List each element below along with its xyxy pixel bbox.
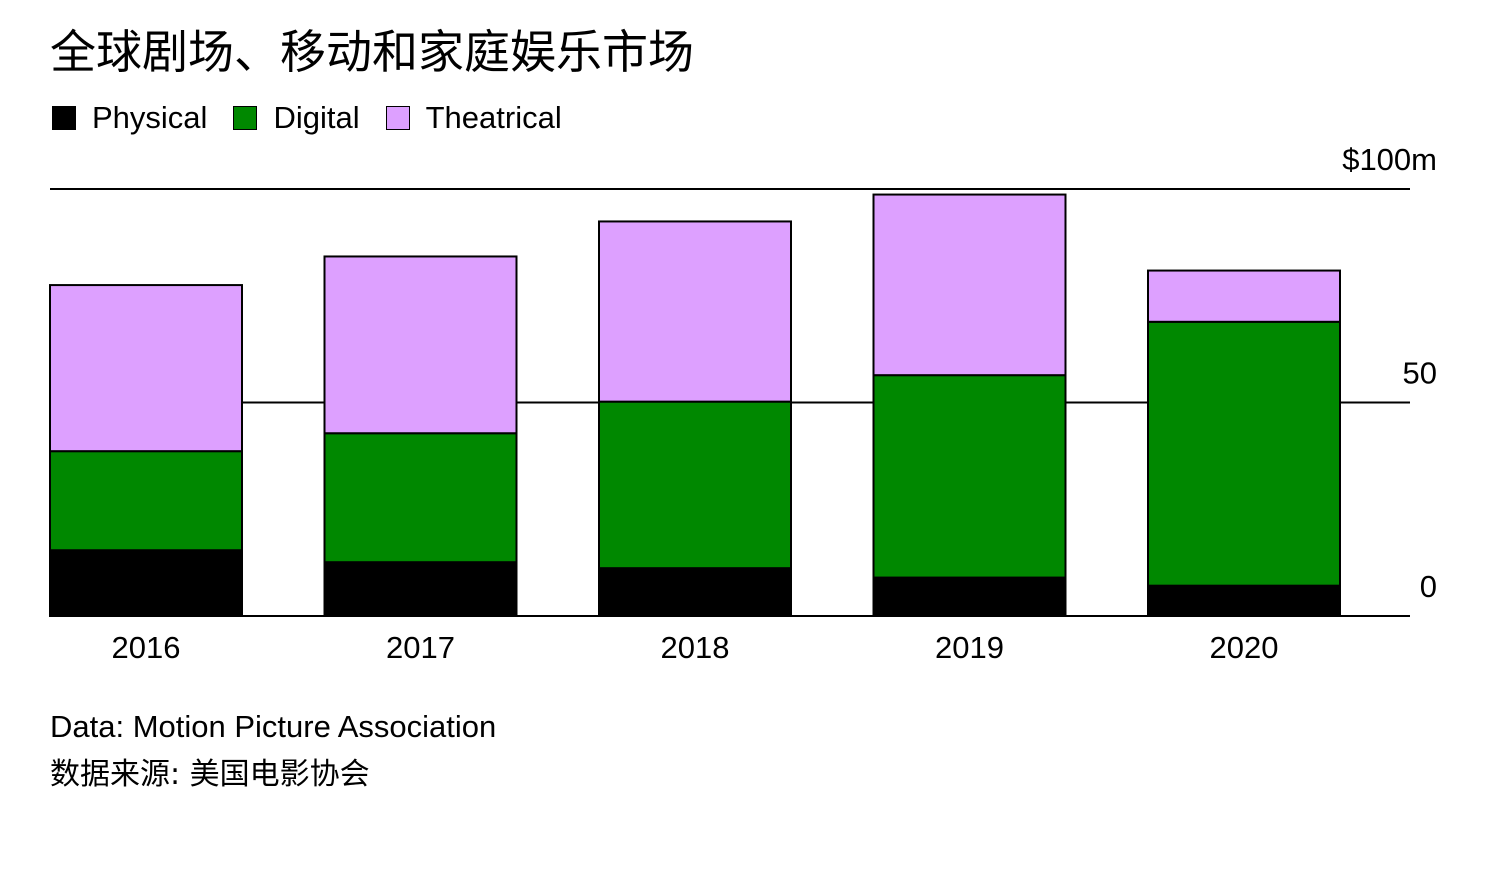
bar-physical-2018 <box>598 567 792 618</box>
bar-theatrical-2020 <box>1147 269 1341 323</box>
legend-item-digital: Digital <box>233 98 360 138</box>
source-note-chinese: 数据来源: 美国电影协会 <box>50 757 370 792</box>
legend-swatch-digital <box>233 106 258 130</box>
x-tick-label-2016: 2016 <box>112 630 181 665</box>
bar-digital-2019 <box>872 374 1067 579</box>
legend: Physical Digital Theatrical <box>52 98 588 138</box>
legend-label-physical: Physical <box>92 100 208 135</box>
y-tick-label-0: 0 <box>1420 569 1437 604</box>
y-tick-label-100: $100m <box>1342 142 1437 177</box>
x-tick-label-2017: 2017 <box>386 630 455 665</box>
x-tick-label-2019: 2019 <box>935 630 1004 665</box>
bar-physical-2017 <box>323 561 518 617</box>
legend-swatch-theatrical <box>385 106 410 130</box>
axis-labels: 0 50 $100m 2016 2017 2018 2019 2020 <box>112 142 1437 665</box>
bar-physical-2019 <box>872 576 1067 618</box>
bar-theatrical-2019 <box>872 193 1067 377</box>
bar-digital-2018 <box>598 400 792 570</box>
bar-theatrical-2017 <box>323 255 518 435</box>
bar-physical-2016 <box>49 549 243 618</box>
bar-theatrical-2016 <box>49 284 243 453</box>
y-tick-label-50: 50 <box>1403 356 1437 391</box>
bar-theatrical-2018 <box>598 220 792 403</box>
source-note-english: Data: Motion Picture Association <box>50 709 497 744</box>
legend-item-physical: Physical <box>52 98 207 138</box>
bars <box>49 193 1410 618</box>
legend-swatch-physical <box>52 106 76 130</box>
bar-digital-2017 <box>323 432 518 564</box>
bar-physical-2020 <box>1147 584 1341 617</box>
legend-label-theatrical: Theatrical <box>425 100 562 135</box>
x-tick-label-2020: 2020 <box>1210 630 1279 665</box>
chart-title: 全球剧场、移动和家庭娱乐市场 <box>50 25 694 79</box>
x-tick-label-2018: 2018 <box>661 630 730 665</box>
legend-label-digital: Digital <box>273 100 360 135</box>
bar-digital-2016 <box>49 450 243 552</box>
legend-item-theatrical: Theatrical <box>385 98 562 138</box>
bar-digital-2020 <box>1147 320 1341 587</box>
